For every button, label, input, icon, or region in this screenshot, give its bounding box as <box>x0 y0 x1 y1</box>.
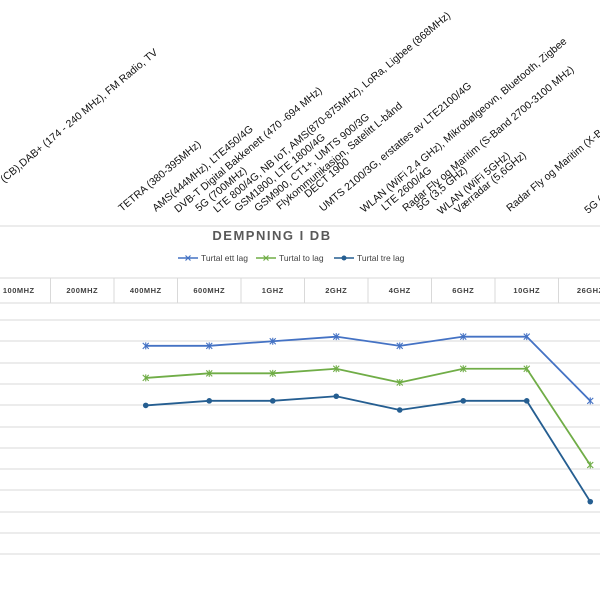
data-point <box>396 379 404 386</box>
category-label: 600MHZ <box>193 286 225 295</box>
series-line <box>145 395 592 503</box>
data-point <box>142 374 150 382</box>
legend-marker <box>341 255 347 261</box>
data-point <box>332 333 340 341</box>
chart-title: DEMPNING I DB <box>212 228 331 243</box>
data-point <box>523 333 531 341</box>
legend-entry: Turtal tre lag <box>357 253 405 263</box>
series-line <box>145 335 591 402</box>
data-point <box>586 397 594 405</box>
data-point <box>269 398 276 404</box>
data-point <box>523 398 530 404</box>
category-label: 4GHZ <box>389 286 411 295</box>
series-line <box>145 367 592 466</box>
data-point <box>587 498 594 505</box>
data-point <box>205 369 213 377</box>
series-group <box>142 333 594 505</box>
category-label: 1GHZ <box>262 286 284 295</box>
data-point <box>332 365 340 373</box>
category-axis: 100MHZ 200MHZ 400MHZ 600MHZ 1GHZ 2GHZ 4GHZ 6GHZ… <box>3 286 600 295</box>
data-point <box>205 342 213 350</box>
data-point <box>396 407 403 413</box>
category-label: 100MHZ <box>3 286 35 295</box>
legend-marker <box>263 255 269 261</box>
data-point <box>142 402 149 409</box>
data-point <box>523 365 531 373</box>
data-point <box>142 342 150 350</box>
category-label: 200MHZ <box>66 286 98 295</box>
data-point <box>396 342 404 350</box>
category-label: 26GHZ <box>577 286 600 295</box>
gridlines <box>0 277 600 555</box>
data-point <box>206 398 213 404</box>
data-point <box>459 365 467 373</box>
legend: Turtal ett lag Turtal to lag Turtal tre la… <box>178 253 405 263</box>
legend-entry: Turtal ett lag <box>201 253 248 263</box>
data-point <box>333 393 340 400</box>
data-point <box>459 333 467 341</box>
data-point <box>460 398 467 404</box>
data-point <box>586 461 594 469</box>
category-label: 2GHZ <box>325 286 347 295</box>
data-point <box>269 337 277 345</box>
data-point <box>269 369 277 377</box>
legend-entry: Turtal to lag <box>279 253 324 263</box>
category-label: 400MHZ <box>130 286 162 295</box>
category-label: 6GHZ <box>452 286 474 295</box>
category-label: 10GHZ <box>513 286 540 295</box>
legend-marker <box>185 255 191 261</box>
